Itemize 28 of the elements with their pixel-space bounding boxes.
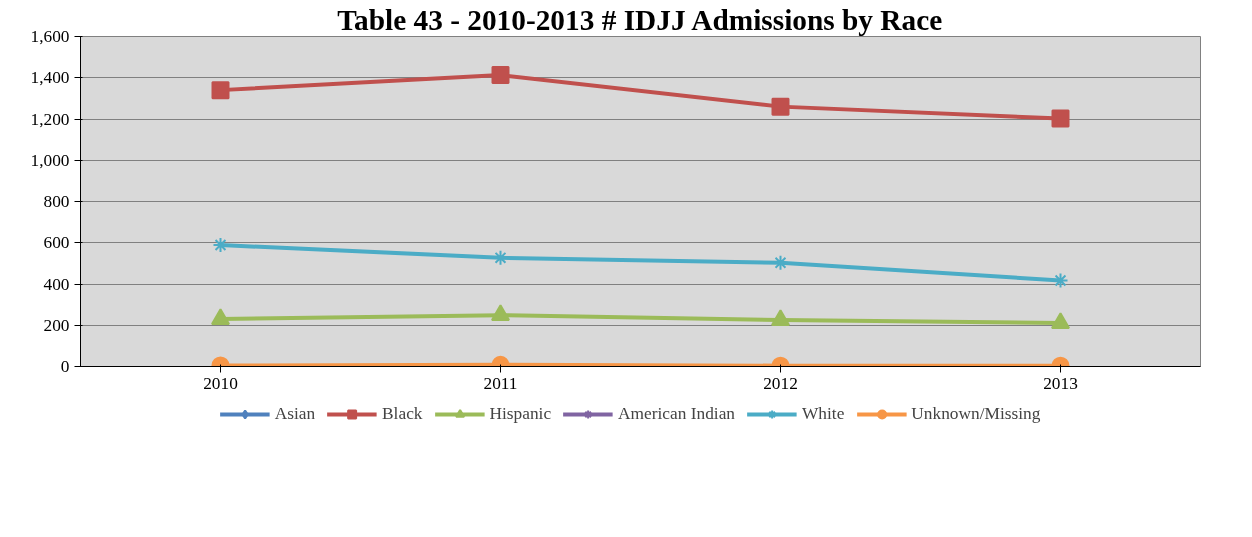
point [1051, 109, 1070, 128]
y-tick-label: 1,000 [30, 150, 70, 170]
x-tick-label: 2012 [763, 373, 798, 393]
y-tick-label: 600 [43, 233, 70, 253]
x-tick-label: 2011 [483, 373, 518, 393]
legend-label: Black [382, 403, 423, 424]
point [1051, 312, 1070, 329]
x-tick-label: 2010 [203, 373, 238, 393]
legend-label: Asian [274, 403, 316, 424]
point [491, 66, 510, 85]
y-tick-label: 0 [60, 357, 70, 376]
point [491, 304, 510, 322]
y-tick-label: 400 [43, 274, 70, 294]
point [771, 97, 790, 116]
y-tick-label: 200 [43, 315, 70, 335]
y-tick-label: 1,400 [30, 68, 70, 88]
y-tick-label: 1,200 [30, 109, 70, 129]
y-tick-label: 800 [43, 192, 70, 211]
point [211, 308, 230, 325]
chart-title: Table 43 - 2010-2013 # IDJJ Admissions by Race [337, 3, 943, 36]
legend-label: Hispanic [489, 403, 552, 424]
point [211, 81, 230, 100]
legend-label: Unknown/Missing [911, 403, 1041, 424]
x-tick-label: 2013 [1043, 373, 1078, 393]
y-tick-label: 1,600 [30, 27, 70, 46]
point [771, 309, 790, 326]
legend-label: White [802, 403, 845, 424]
legend-label: American Indian [618, 403, 736, 424]
